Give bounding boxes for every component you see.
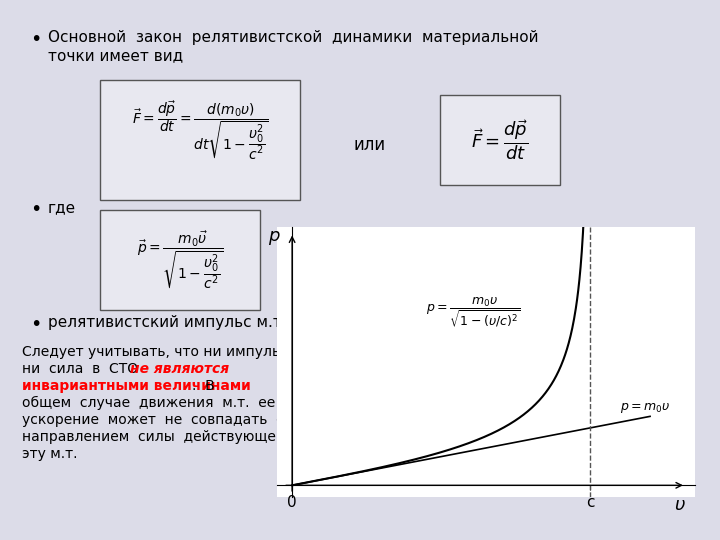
Bar xyxy=(100,80,300,200)
Text: ни  сила  в  СТО: ни сила в СТО xyxy=(22,362,147,376)
Text: •: • xyxy=(30,30,41,49)
Text: направлением  силы  действующей  на: направлением силы действующей на xyxy=(22,430,312,444)
Text: общем  случае  движения  м.т.  ее: общем случае движения м.т. ее xyxy=(22,396,275,410)
Text: точки имеет вид: точки имеет вид xyxy=(48,48,183,63)
Text: ускорение  может  не  совпадать  с: ускорение может не совпадать с xyxy=(22,413,284,427)
Text: $p = \dfrac{m_0 \upsilon}{\sqrt{1-(\upsilon/c)^2}}$: $p = \dfrac{m_0 \upsilon}{\sqrt{1-(\upsi… xyxy=(426,296,521,330)
Text: $\vec{F} = \dfrac{d\vec{p}}{dt}$: $\vec{F} = \dfrac{d\vec{p}}{dt}$ xyxy=(472,118,528,162)
Bar xyxy=(100,210,260,310)
Text: $\vec{p} = \dfrac{m_0 \vec{\upsilon}}{\sqrt{1 - \dfrac{\upsilon_0^2}{c^2}}}$: $\vec{p} = \dfrac{m_0 \vec{\upsilon}}{\s… xyxy=(137,230,223,291)
Text: эту м.т.: эту м.т. xyxy=(22,447,78,461)
Text: •: • xyxy=(30,200,41,219)
Text: Следует учитывать, что ни импульс,: Следует учитывать, что ни импульс, xyxy=(22,345,292,359)
Text: инвариантными величинами: инвариантными величинами xyxy=(22,379,251,393)
Text: не являются: не являются xyxy=(130,362,229,376)
Text: $p = m_0 \upsilon$: $p = m_0 \upsilon$ xyxy=(620,401,670,415)
Text: $\vec{F} = \dfrac{d\vec{p}}{dt} = \dfrac{d(m_0 \upsilon)}{dt\sqrt{1 - \dfrac{\up: $\vec{F} = \dfrac{d\vec{p}}{dt} = \dfrac… xyxy=(132,99,269,161)
Bar xyxy=(440,95,560,185)
Text: .  В: . В xyxy=(192,379,215,393)
Text: •: • xyxy=(30,315,41,334)
Text: $\upsilon$: $\upsilon$ xyxy=(674,496,685,515)
Text: где: где xyxy=(48,200,76,215)
Text: или: или xyxy=(354,136,386,154)
Text: релятивистский импульс м.т.: релятивистский импульс м.т. xyxy=(48,315,287,330)
Text: $p$: $p$ xyxy=(268,230,281,247)
Text: Основной  закон  релятивистской  динамики  материальной: Основной закон релятивистской динамики м… xyxy=(48,30,539,45)
